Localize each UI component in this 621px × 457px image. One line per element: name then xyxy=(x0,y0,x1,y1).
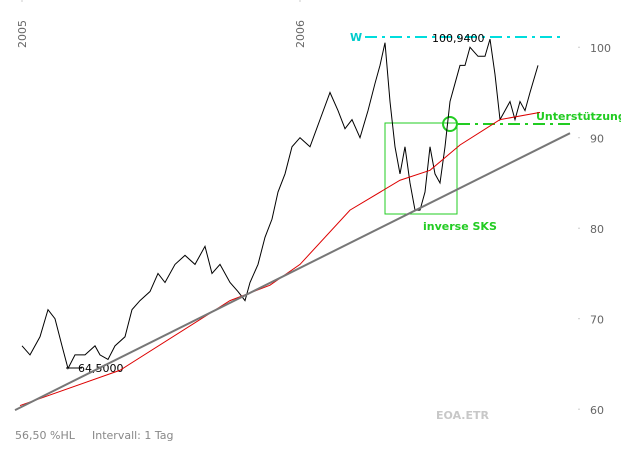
series-line xyxy=(14,132,571,411)
series-line xyxy=(19,111,541,407)
pattern-label: inverse SKS xyxy=(423,220,497,233)
x-tick-label: 2005 xyxy=(16,20,29,48)
y-tick-label: 60 xyxy=(590,404,604,417)
w-label: W xyxy=(350,31,362,44)
y-tick-label: 90 xyxy=(590,133,604,146)
high-label: 100,9400 xyxy=(432,32,485,45)
interval-label: Intervall: 1 Tag xyxy=(92,429,174,442)
x-tick-label: 2006 xyxy=(294,20,307,48)
hl-label: 56,50 %HL xyxy=(15,429,76,442)
breakout-circle xyxy=(442,116,458,132)
symbol-watermark: EOA.ETR xyxy=(436,409,489,422)
low-label: 64,5000 xyxy=(78,362,124,375)
support-label: Unterstützung xyxy=(536,110,621,123)
pattern-box xyxy=(384,122,458,215)
y-tick-label: 70 xyxy=(590,314,604,327)
series-line xyxy=(21,38,539,370)
y-tick-label: 100 xyxy=(590,42,611,55)
y-tick-label: 80 xyxy=(590,223,604,236)
